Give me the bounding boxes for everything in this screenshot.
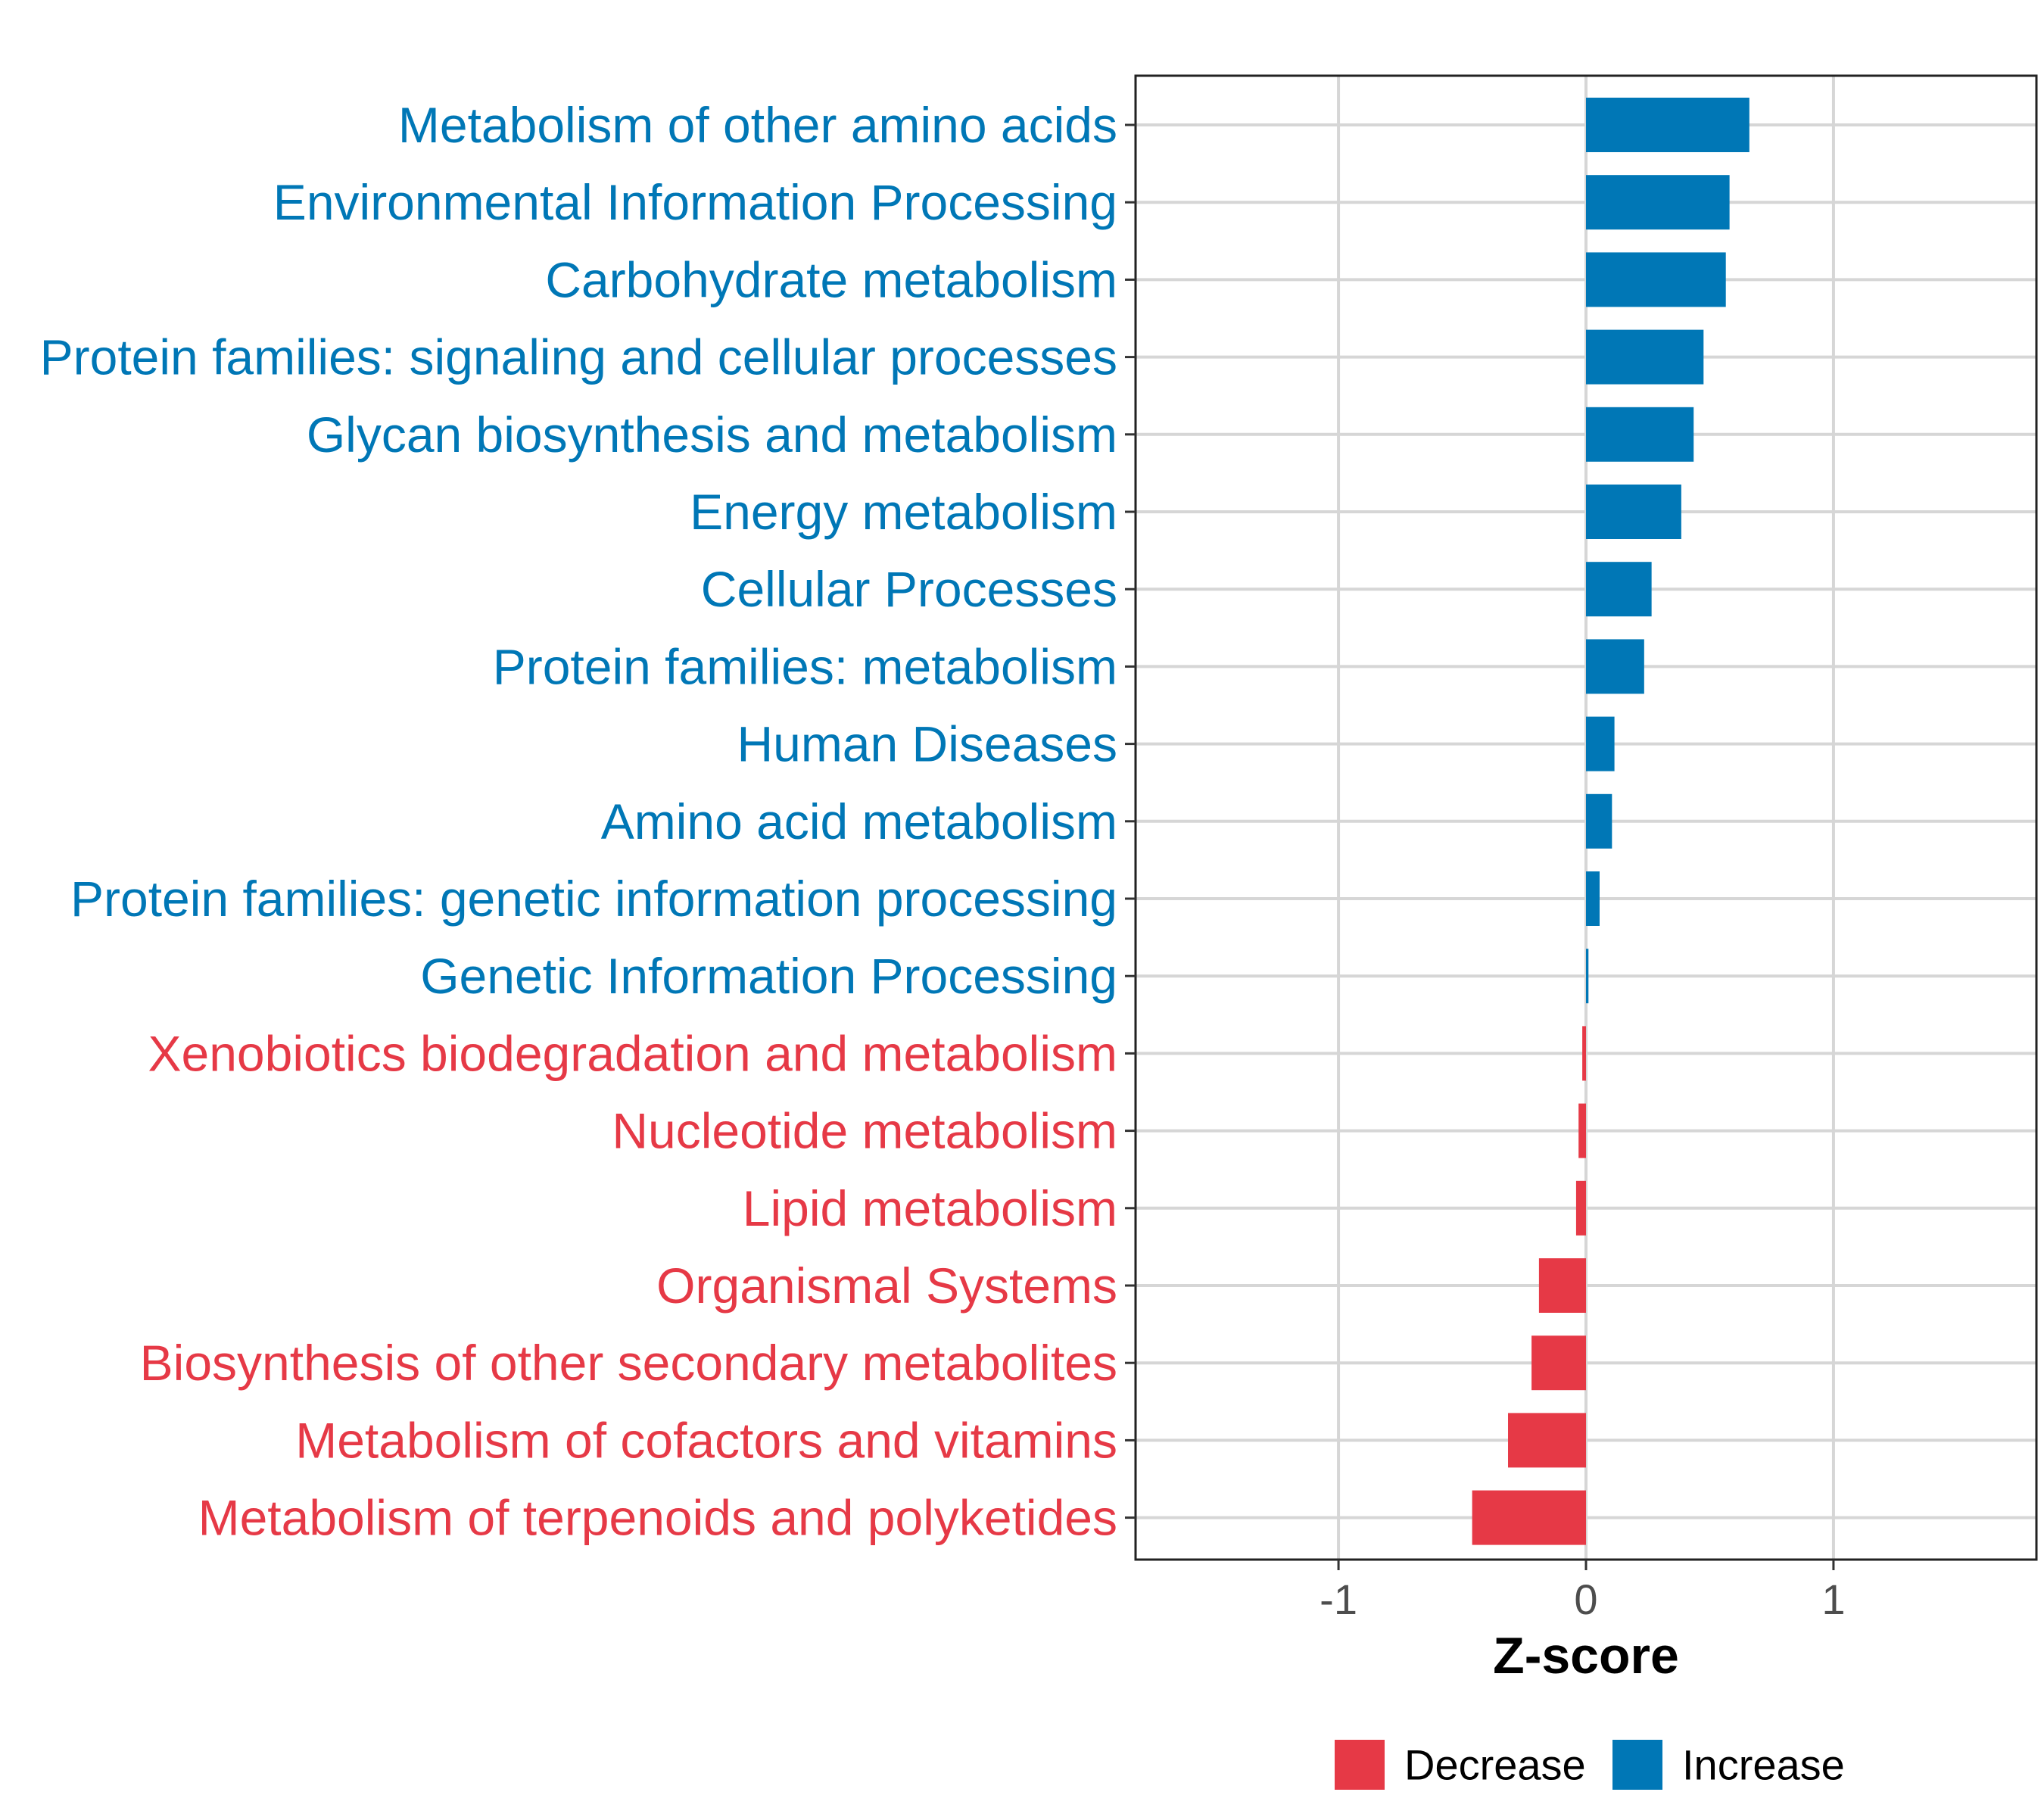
category-label: Metabolism of other amino acids [398, 97, 1117, 153]
category-label: Human Diseases [737, 716, 1117, 772]
category-label: Organismal Systems [656, 1258, 1117, 1314]
bars [1472, 98, 1750, 1545]
bar-13 [1578, 1103, 1586, 1158]
bar-18 [1472, 1490, 1586, 1545]
category-label: Lipid metabolism [743, 1180, 1117, 1236]
bar-9 [1586, 793, 1612, 849]
category-label: Genetic Information Processing [420, 948, 1117, 1004]
category-label: Biosynthesis of other secondary metaboli… [140, 1335, 1117, 1391]
category-label: Nucleotide metabolism [612, 1103, 1117, 1159]
bar-3 [1586, 329, 1704, 385]
x-tick-label: 0 [1574, 1575, 1597, 1623]
category-label: Energy metabolism [690, 484, 1117, 540]
bar-5 [1586, 485, 1681, 539]
x-tick-label: -1 [1320, 1575, 1357, 1623]
category-label: Metabolism of cofactors and vitamins [295, 1412, 1117, 1468]
legend-label-increase: Increase [1682, 1741, 1845, 1789]
category-label: Metabolism of terpenoids and polyketides [198, 1490, 1117, 1546]
x-tick-label: 1 [1821, 1575, 1845, 1623]
category-label: Glycan biosynthesis and metabolism [307, 407, 1117, 463]
x-axis: -1 0 1 [1320, 1560, 1846, 1623]
bar-6 [1586, 562, 1652, 617]
legend-key-decrease [1335, 1740, 1385, 1790]
bar-12 [1582, 1026, 1586, 1081]
category-label: Environmental Information Processing [273, 174, 1117, 230]
category-label: Cellular Processes [701, 561, 1117, 617]
bar-1 [1586, 175, 1730, 230]
bar-0 [1586, 98, 1750, 152]
category-label: Carbohydrate metabolism [545, 251, 1117, 307]
bar-2 [1586, 252, 1726, 307]
bar-14 [1575, 1180, 1586, 1236]
category-label: Amino acid metabolism [601, 793, 1117, 849]
category-label: Protein families: signaling and cellular… [40, 329, 1117, 385]
y-axis: Metabolism of other amino acids Environme… [40, 97, 1136, 1546]
legend-key-increase [1612, 1740, 1662, 1790]
bar-16 [1531, 1335, 1586, 1391]
bar-15 [1538, 1258, 1586, 1313]
bar-10 [1586, 871, 1600, 926]
category-label: Protein families: metabolism [493, 638, 1117, 694]
bar-7 [1586, 639, 1644, 694]
x-axis-title: Z-score [1493, 1627, 1679, 1685]
bar-8 [1586, 716, 1615, 771]
legend: Decrease Increase [1335, 1740, 1845, 1790]
category-label: Xenobiotics biodegradation and metabolis… [148, 1025, 1118, 1081]
bar-11 [1586, 949, 1589, 1004]
category-label: Protein families: genetic information pr… [70, 871, 1117, 927]
bar-17 [1508, 1413, 1586, 1468]
bar-4 [1586, 407, 1694, 462]
legend-label-decrease: Decrease [1404, 1741, 1586, 1789]
